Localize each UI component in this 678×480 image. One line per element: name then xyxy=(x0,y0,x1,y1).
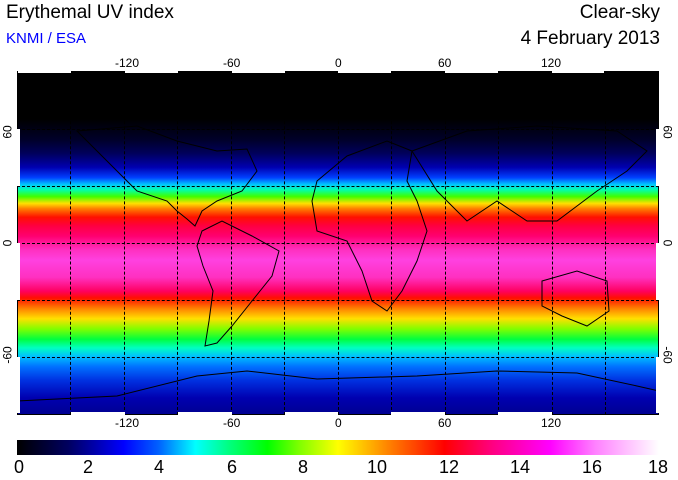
lon-tick-top: -60 xyxy=(223,56,241,70)
lon-tick-top: 0 xyxy=(335,56,342,70)
colorbar-label: 0 xyxy=(13,457,25,477)
lon-tick-bottom: 0 xyxy=(335,416,342,430)
colorbar-label: 8 xyxy=(297,457,309,477)
colorbar-label: 4 xyxy=(153,457,165,477)
source-label: KNMI / ESA xyxy=(6,30,87,47)
parallel-line xyxy=(17,357,659,358)
frame-segment xyxy=(71,412,125,415)
lat-tick-right: 0 xyxy=(660,239,675,247)
frame-segment xyxy=(17,243,20,300)
frame-segment xyxy=(656,357,659,413)
lon-tick-top: 60 xyxy=(438,56,452,70)
colorbar-label: 12 xyxy=(438,457,460,477)
lat-tick-left: -60 xyxy=(0,346,15,364)
frame-segment xyxy=(17,357,20,413)
colorbar-label: 2 xyxy=(82,457,94,477)
date-label: 4 February 2013 xyxy=(520,28,660,49)
frame-segment xyxy=(178,412,232,415)
frame-segment xyxy=(391,412,445,415)
lat-tick-right: -60 xyxy=(660,346,675,364)
lon-tick-bottom: 120 xyxy=(541,416,562,430)
colorbar-label: 14 xyxy=(509,457,531,477)
lon-tick-bottom: -120 xyxy=(115,416,140,430)
parallel-line xyxy=(17,300,659,301)
frame-segment xyxy=(656,243,659,300)
parallel-line xyxy=(17,243,659,244)
frame-segment xyxy=(445,71,498,73)
lat-tick-left: 0 xyxy=(0,239,15,247)
frame-segment xyxy=(125,71,178,73)
frame-segment xyxy=(232,71,285,73)
colorbar-label: 18 xyxy=(647,457,669,477)
lat-tick-left: 60 xyxy=(0,125,15,139)
map-frame xyxy=(17,71,659,415)
frame-segment xyxy=(285,412,338,415)
lon-tick-top: 120 xyxy=(541,56,562,70)
lon-tick-bottom: 60 xyxy=(438,416,452,430)
lon-tick-top: -120 xyxy=(115,56,140,70)
parallel-line xyxy=(17,129,659,130)
sky-condition: Clear-sky xyxy=(579,2,660,23)
colorbar-label: 16 xyxy=(581,457,603,477)
frame-segment xyxy=(17,129,20,186)
colorbar-label: 6 xyxy=(226,457,238,477)
parallel-line xyxy=(17,186,659,187)
uv-index-map xyxy=(17,71,659,415)
frame-segment xyxy=(498,412,552,415)
lon-tick-bottom: -60 xyxy=(223,416,241,430)
coastline-overlay xyxy=(17,125,659,402)
chart-title: Erythemal UV index xyxy=(6,2,174,23)
frame-segment xyxy=(656,129,659,186)
frame-segment xyxy=(18,71,71,73)
colorbar-label: 10 xyxy=(366,457,388,477)
lat-tick-right: 60 xyxy=(660,125,675,139)
frame-segment xyxy=(552,71,604,73)
frame-segment xyxy=(338,71,391,73)
colorbar xyxy=(17,440,659,455)
